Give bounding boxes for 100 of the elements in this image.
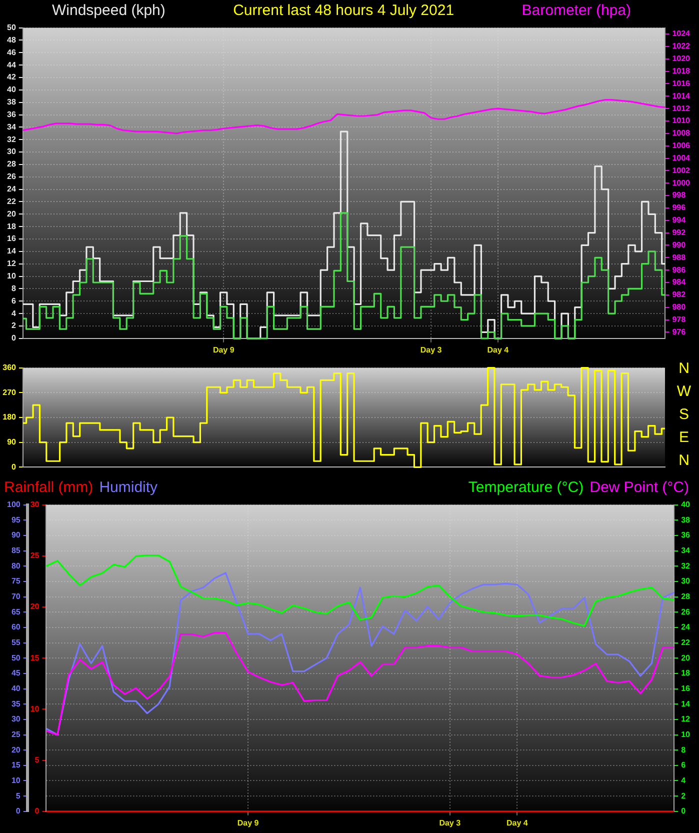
y2-tick-label: 2 xyxy=(681,791,686,800)
y2-tick-label: 1022 xyxy=(672,42,691,51)
y-tick-label: 16 xyxy=(6,234,16,244)
y-tick-label: 0 xyxy=(34,806,40,816)
y-tick-label: 42 xyxy=(6,72,16,82)
y2-tick-label: 1018 xyxy=(672,66,691,76)
y-tick-label: 32 xyxy=(6,134,16,144)
y2-tick-label: 18 xyxy=(681,668,691,678)
text: Rainfall (mm) xyxy=(4,479,94,496)
y2-tick-label: 988 xyxy=(672,252,686,262)
y3-tick-label: 60 xyxy=(11,622,21,632)
y-tick-label: 38 xyxy=(6,98,16,107)
y2-tick-label: 1014 xyxy=(672,91,691,100)
y3-tick-label: 95 xyxy=(11,515,21,524)
y3-tick-label: 65 xyxy=(11,607,21,616)
x-tick-label: Day 3 xyxy=(420,345,442,354)
y-tick-label: 36 xyxy=(6,110,16,119)
text: Humidity xyxy=(99,479,158,496)
y-tick-label: 48 xyxy=(6,35,16,44)
y-tick-label: 25 xyxy=(30,551,40,560)
y2-tick-label: 32 xyxy=(681,561,691,570)
y2-tick-label: 976 xyxy=(672,327,686,336)
y2-tick-label: 996 xyxy=(672,203,686,212)
y2-tick-label: 6 xyxy=(681,760,686,770)
y2-tick-label: 1002 xyxy=(672,166,691,175)
text: W xyxy=(676,383,692,400)
y-tick-label: 22 xyxy=(6,196,16,206)
text: S xyxy=(678,406,689,423)
y-tick-label: 30 xyxy=(6,147,16,156)
y-tick-label: 2 xyxy=(11,321,16,330)
y-tick-label: 6 xyxy=(11,296,16,306)
text: N xyxy=(678,360,690,377)
y2-tick-label: 28 xyxy=(681,592,691,601)
y2-tick-label: 20 xyxy=(681,653,691,662)
y2-tick-label: 994 xyxy=(672,216,686,225)
x-tick-label: Day 3 xyxy=(439,818,462,828)
y2-tick-label: 26 xyxy=(681,607,691,616)
y2-tick-label: 1008 xyxy=(672,128,691,138)
y2-tick-label: 8 xyxy=(681,745,686,754)
y2-tick-label: 24 xyxy=(681,622,691,632)
y2-tick-label: 14 xyxy=(681,699,691,708)
y3-tick-label: 35 xyxy=(11,699,21,708)
y2-tick-label: 22 xyxy=(681,638,691,647)
y2-tick-label: 998 xyxy=(672,190,686,200)
y2-tick-label: 10 xyxy=(681,730,691,739)
y2-tick-label: 16 xyxy=(681,684,691,693)
y-tick-label: 50 xyxy=(6,23,16,32)
y-tick-label: 90 xyxy=(7,438,17,447)
y2-tick-label: 1006 xyxy=(672,141,691,150)
y-tick-label: 5 xyxy=(34,756,40,765)
y2-tick-label: 34 xyxy=(681,546,691,555)
y-tick-label: 10 xyxy=(6,271,16,280)
y3-tick-label: 75 xyxy=(11,576,21,586)
text: Temperature (°C) xyxy=(468,479,584,496)
y2-tick-label: 36 xyxy=(681,530,691,540)
y-tick-label: 10 xyxy=(30,704,40,714)
y2-tick-label: 1024 xyxy=(672,29,691,38)
y2-tick-label: 4 xyxy=(681,776,686,785)
y2-tick-label: 984 xyxy=(672,278,686,287)
y-tick-label: 44 xyxy=(6,60,16,70)
y2-tick-label: 992 xyxy=(672,228,686,237)
y2-tick-label: 1004 xyxy=(672,153,691,162)
y3-tick-label: 55 xyxy=(11,638,21,647)
y-tick-label: 46 xyxy=(6,48,16,57)
y2-tick-label: 1012 xyxy=(672,104,691,113)
y2-tick-label: 12 xyxy=(681,714,691,724)
y-tick-label: 8 xyxy=(11,284,16,293)
x-tick-label: Day 4 xyxy=(487,345,510,354)
y-tick-label: 360 xyxy=(2,363,17,372)
text: E xyxy=(678,429,689,446)
y-tick-label: 30 xyxy=(30,500,40,510)
y-tick-label: 0 xyxy=(12,462,17,472)
y2-tick-label: 1000 xyxy=(672,178,691,188)
x-tick-label: Day 9 xyxy=(237,818,260,828)
y-tick-label: 180 xyxy=(2,412,17,422)
y-tick-label: 4 xyxy=(11,308,16,318)
y-tick-label: 15 xyxy=(30,653,40,662)
y-tick-label: 20 xyxy=(30,602,40,612)
y2-tick-label: 40 xyxy=(681,500,691,510)
y3-tick-label: 45 xyxy=(11,668,21,678)
x-tick-label: Day 9 xyxy=(212,345,235,354)
y-tick-label: 26 xyxy=(6,172,16,182)
y3-tick-label: 70 xyxy=(11,592,21,601)
y2-tick-label: 38 xyxy=(681,515,691,524)
y-tick-label: 34 xyxy=(6,122,16,132)
y3-tick-label: 100 xyxy=(6,500,21,510)
y2-tick-label: 980 xyxy=(672,302,686,312)
y2-tick-label: 1016 xyxy=(672,78,691,88)
y3-tick-label: 85 xyxy=(11,546,21,555)
y2-tick-label: 0 xyxy=(681,806,686,816)
text: Dew Point (°C) xyxy=(590,479,689,496)
text: N xyxy=(678,452,690,469)
chart-title: Current last 48 hours 4 July 2021 xyxy=(233,2,454,19)
y2-tick-label: 1020 xyxy=(672,54,691,64)
y2-axis-title: Barometer (hpa) xyxy=(522,2,631,19)
x-tick-label: Day 4 xyxy=(506,818,528,828)
y-tick-label: 14 xyxy=(6,246,16,256)
y2-tick-label: 978 xyxy=(672,314,686,324)
y-tick-label: 20 xyxy=(6,209,16,218)
y-tick-label: 0 xyxy=(11,334,16,343)
